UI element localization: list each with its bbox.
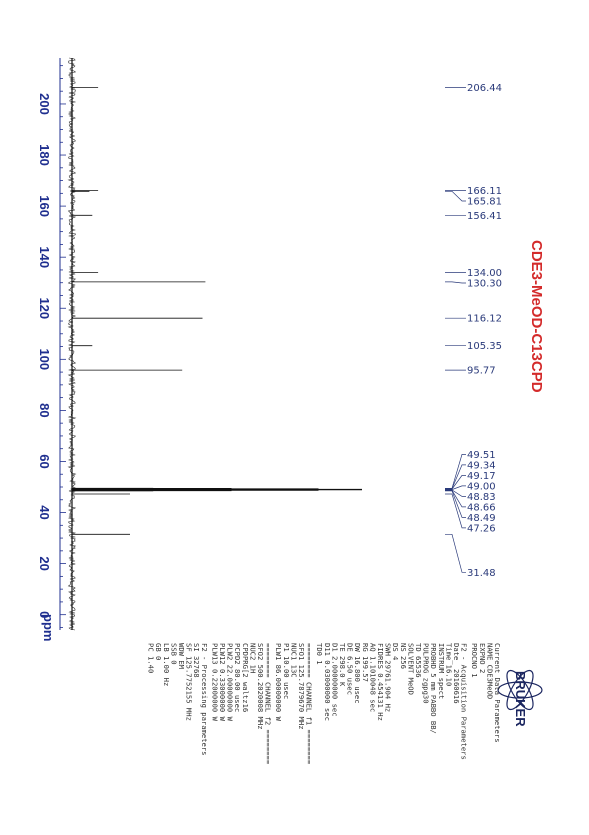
tick-label: 120: [37, 297, 52, 319]
peak-label: 48.83: [467, 492, 496, 503]
leader-line: [445, 489, 466, 497]
parameter-line: ======== CHANNEL f1 ========: [305, 643, 314, 765]
peak-label: 134.00: [467, 268, 502, 279]
tick-label: 180: [37, 144, 52, 166]
logo-orbit-icon: [497, 681, 543, 699]
parameter-line: AQ 1.1010048 sec: [368, 643, 377, 712]
tick-label: 40: [37, 505, 52, 519]
parameter-line: NUC2 1H: [248, 643, 257, 673]
tick-label: 200: [37, 93, 52, 115]
logo-orbit-icon: [506, 669, 534, 711]
peak-label: 49.17: [467, 471, 496, 482]
leader-line: [445, 281, 466, 284]
parameter-line: Date_ 20160616: [452, 643, 461, 704]
parameter-line: PLW2 22.00000000 W: [226, 643, 235, 722]
parameter-line: INSTRUM spect: [437, 643, 446, 699]
parameter-line: D1 2.00000000 sec: [330, 643, 339, 717]
peak-label: 49.00: [467, 481, 496, 492]
leader-line: [445, 485, 466, 490]
logo-orbit-icon: [506, 669, 534, 711]
parameter-line: TD 65536: [414, 643, 423, 678]
peak-label: 49.51: [467, 450, 496, 461]
parameter-line: SI 32768: [192, 643, 201, 678]
parameter-line: DE 6.50 usec: [346, 643, 355, 695]
parameter-line: LB 1.00 Hz: [162, 643, 171, 686]
parameter-line: SSB 0: [169, 643, 178, 665]
tick-label: 80: [37, 403, 52, 417]
peak-label: 47.26: [467, 523, 496, 534]
parameter-line: D11 0.03000000 sec: [323, 643, 332, 721]
parameter-line: SFO2 500.2020008 MHz: [256, 643, 265, 730]
parameter-line: PROCNO 1: [470, 643, 479, 678]
peak-label: 130.30: [467, 279, 502, 290]
peak-label: 206.44: [467, 83, 502, 94]
peak-label: 31.48: [467, 568, 496, 579]
peak-label: 116.12: [467, 314, 502, 325]
parameter-line: PCPD2 80.00 usec: [233, 643, 242, 712]
parameter-line: SF 125.7752155 MHz: [185, 643, 194, 721]
parameter-line: PC 1.40: [147, 643, 156, 673]
parameter-line: Time 16.10: [444, 643, 453, 686]
peak-label: 48.49: [467, 513, 496, 524]
tick-label: 0: [37, 611, 52, 618]
parameter-line: EXPNO 2: [478, 643, 487, 673]
spectrum-peaks: [72, 87, 362, 535]
tick-label: 160: [37, 195, 52, 217]
parameter-line: PLW13 0.22000000 W: [210, 643, 219, 722]
parameter-line: F2 - Processing parameters: [200, 643, 209, 756]
leader-line: [445, 490, 466, 508]
parameter-line: TE 298.0 K: [338, 643, 347, 687]
parameter-line: PROBHD 5 mm PABBO BB/: [429, 643, 438, 734]
peak-label-leaders: [445, 87, 466, 573]
parameter-line: SOLVENT MeOD: [406, 643, 415, 695]
parameter-line: RG 199.57: [361, 643, 370, 682]
parameter-line: TD0 1: [315, 643, 324, 665]
peak-label: 166.11: [467, 186, 502, 197]
peak-label: 156.41: [467, 211, 502, 222]
logo-text: BRUKER: [513, 671, 528, 727]
parameter-line: SWH 29761.904 Hz: [384, 643, 393, 712]
leader-line: [445, 475, 466, 490]
tick-label: 100: [37, 348, 52, 370]
parameter-line: NAME CDE3MeOD: [485, 643, 494, 699]
parameter-line: GB 0: [154, 643, 163, 660]
tick-label: 140: [37, 246, 52, 268]
parameter-line: CPDPRG[2 waltz16: [241, 643, 250, 712]
peak-label: 95.77: [467, 366, 496, 377]
peak-label: 105.35: [467, 341, 502, 352]
leader-line: [445, 533, 466, 573]
leader-line: [445, 490, 466, 518]
parameter-line: FIDRES 0.454131 Hz: [376, 643, 385, 721]
parameter-line: WDW EM: [177, 643, 186, 670]
parameter-line: PLW1 86.00000000 W: [274, 643, 283, 722]
peak-label: 165.81: [467, 197, 502, 208]
leader-line: [445, 493, 466, 529]
peak-label: 48.66: [467, 502, 496, 513]
parameter-line: SFO1 125.7879670 MHz: [297, 643, 306, 730]
parameter-line: ======== CHANNEL f2 ========: [264, 643, 273, 765]
tick-label: 20: [37, 556, 52, 570]
parameter-line: P1 10.00 usec: [282, 643, 291, 699]
bruker-logo: BRUKER: [497, 669, 543, 727]
leader-line: [445, 464, 466, 490]
leader-line: [445, 190, 466, 202]
parameter-line: NUC1 13C: [289, 643, 298, 678]
sample-title: CDE3-MeOD-C13CPD: [528, 240, 545, 393]
peak-label: 49.34: [467, 460, 496, 471]
parameter-line: DS 4: [391, 643, 400, 660]
parameter-line: Current Data Parameters: [493, 643, 502, 743]
parameter-line: PULPROG zgpg30: [422, 643, 431, 704]
tick-label: 60: [37, 454, 52, 468]
parameter-line: F2 - Acquisition Parameters: [460, 643, 469, 760]
parameter-line: NS 256: [399, 643, 408, 669]
leader-line: [445, 454, 466, 489]
parameter-line: DW 16.800 usec: [353, 643, 362, 704]
axis-unit-label: ppm: [41, 614, 56, 641]
parameter-line: PLW12 0.33000000 W: [218, 643, 227, 722]
